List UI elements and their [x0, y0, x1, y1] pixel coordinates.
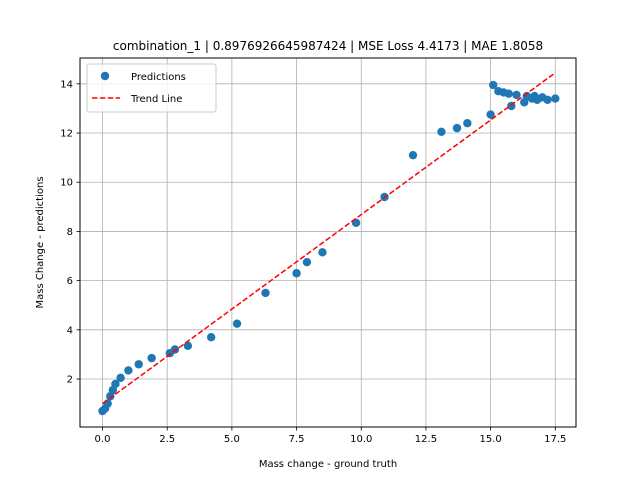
- prediction-point: [261, 288, 270, 298]
- x-tick-label: 7.5: [289, 434, 305, 445]
- legend-label-trend: Trend Line: [130, 94, 182, 105]
- trend-line: [102, 72, 556, 405]
- prediction-point: [489, 80, 498, 90]
- y-axis-label: Mass Change - predictions: [35, 177, 46, 309]
- x-tick-label: 17.5: [544, 434, 566, 445]
- y-tick-label: 8: [67, 227, 73, 238]
- prediction-point: [103, 399, 112, 408]
- x-tick-label: 2.5: [159, 434, 175, 445]
- prediction-point: [134, 360, 143, 369]
- x-axis-label: Mass change - ground truth: [259, 459, 397, 470]
- x-tick-label: 0.0: [95, 434, 111, 445]
- y-tick-label: 12: [60, 129, 73, 140]
- prediction-point: [504, 89, 513, 98]
- x-tick-label: 5.0: [224, 434, 240, 445]
- legend-marker-predictions: [100, 71, 110, 81]
- y-tick-label: 10: [60, 178, 73, 189]
- prediction-point: [206, 333, 216, 342]
- prediction-point: [124, 366, 133, 375]
- y-tick-label: 6: [67, 276, 73, 287]
- prediction-point: [452, 123, 462, 133]
- x-tick-label: 10.0: [350, 434, 372, 445]
- y-tick-label: 4: [67, 325, 73, 336]
- prediction-point: [183, 341, 193, 351]
- prediction-point: [232, 319, 242, 328]
- x-tick-label: 15.0: [479, 434, 501, 445]
- prediction-point: [318, 248, 327, 257]
- prediction-point: [437, 127, 446, 136]
- prediction-point: [111, 379, 120, 389]
- y-ticks: 2 4 6 8 10 12 14: [60, 79, 80, 386]
- prediction-point: [170, 345, 180, 354]
- prediction-point: [486, 110, 495, 119]
- prediction-point: [292, 269, 301, 278]
- series-layer: [98, 72, 560, 416]
- y-tick-label: 14: [60, 79, 73, 90]
- prediction-point: [543, 95, 552, 105]
- prediction-point: [512, 90, 521, 100]
- x-tick-label: 12.5: [415, 434, 437, 445]
- legend-box: [86, 63, 217, 113]
- prediction-point: [302, 257, 312, 267]
- prediction-point: [551, 94, 560, 103]
- prediction-point: [408, 150, 418, 160]
- legend-label-predictions: Predictions: [131, 72, 186, 83]
- grid: [80, 58, 576, 427]
- prediction-point: [116, 373, 125, 382]
- plot-frame: [79, 57, 577, 428]
- prediction-point: [463, 118, 472, 128]
- legend: Predictions Trend Line: [86, 63, 217, 113]
- y-tick-label: 2: [67, 375, 73, 386]
- x-ticks: 0.0 2.5 5.0 7.5 10.0 12.5 15.0 17.5: [95, 427, 566, 445]
- prediction-point: [147, 353, 156, 363]
- chart-title: combination_1 | 0.8976926645987424 | MSE…: [113, 39, 543, 53]
